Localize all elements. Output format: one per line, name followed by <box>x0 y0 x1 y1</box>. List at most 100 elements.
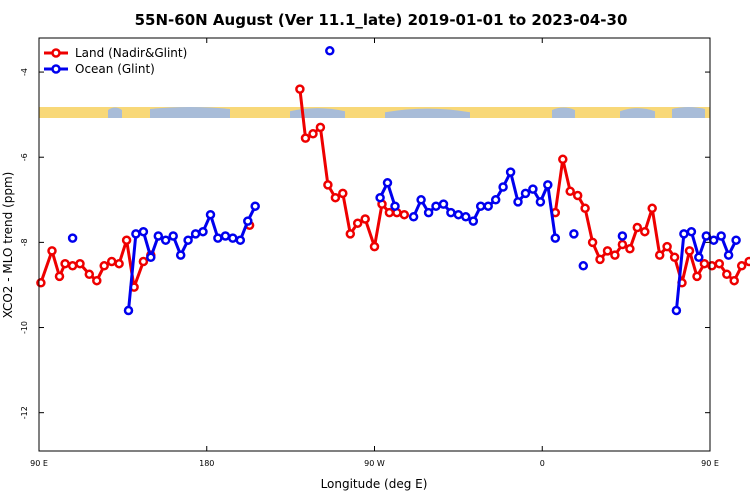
y-tick-label: -4 <box>20 68 29 76</box>
data-point <box>528 184 538 194</box>
data-point <box>315 122 326 133</box>
data-point <box>408 212 419 222</box>
data-point <box>602 246 613 256</box>
data-point <box>617 231 628 241</box>
data-point <box>123 305 134 316</box>
data-point <box>694 252 704 263</box>
data-point <box>220 231 231 241</box>
data-point <box>416 195 426 205</box>
data-point <box>75 258 85 269</box>
ocean-patch <box>620 108 655 118</box>
data-point <box>300 133 311 143</box>
data-point <box>60 258 70 269</box>
data-point <box>543 180 553 190</box>
data-point <box>382 178 393 188</box>
y-tick-label: -8 <box>20 238 29 246</box>
data-point <box>729 275 739 286</box>
legend-marker <box>51 48 61 58</box>
data-point <box>686 226 697 237</box>
data-point <box>572 190 583 201</box>
data-point <box>250 201 260 211</box>
data-point <box>67 261 78 271</box>
data-point <box>461 212 471 222</box>
data-point <box>390 201 400 211</box>
data-point <box>375 192 385 203</box>
data-point <box>520 188 531 199</box>
data-point <box>99 261 109 271</box>
data-point <box>205 209 216 220</box>
data-point <box>323 180 333 190</box>
data-point <box>325 46 335 56</box>
data-point <box>213 233 223 243</box>
data-point <box>369 241 380 252</box>
data-point <box>723 250 734 260</box>
legend-label: Land (Nadir&Glint) <box>75 46 187 60</box>
data-point <box>330 192 341 203</box>
data-point <box>468 216 479 226</box>
data-point <box>708 235 719 245</box>
legend: Land (Nadir&Glint) Ocean (Glint) <box>44 46 187 76</box>
series-layer <box>36 46 750 316</box>
data-point <box>632 222 643 233</box>
data-point <box>36 278 46 288</box>
data-point <box>131 229 141 239</box>
ocean-patch <box>108 107 122 118</box>
legend-label: Ocean (Glint) <box>75 62 155 76</box>
data-point <box>308 129 318 139</box>
data-point <box>183 235 193 245</box>
data-point <box>235 235 246 245</box>
chart-title: 55N-60N August (Ver 11.1_late) 2019-01-0… <box>135 11 628 29</box>
data-point <box>438 199 449 209</box>
data-point <box>580 203 590 214</box>
data-point <box>114 258 124 269</box>
data-point <box>617 239 628 250</box>
data-point <box>731 235 741 245</box>
data-point <box>67 233 78 243</box>
ocean-patch <box>150 107 230 118</box>
data-point <box>345 229 356 239</box>
data-point <box>640 226 650 237</box>
data-point <box>565 186 575 197</box>
data-point <box>423 207 434 218</box>
x-tick-label: 180 <box>199 459 214 468</box>
x-axis-label: Longitude (deg E) <box>321 477 428 491</box>
data-point <box>160 235 171 245</box>
ocean-patch <box>552 107 575 118</box>
ocean-patch <box>672 107 705 118</box>
x-tick-label: 90 E <box>701 459 719 468</box>
data-point <box>722 269 732 280</box>
y-axis-label: XCO2 - MLO trend (ppm) <box>1 172 15 319</box>
y-tick-label: -6 <box>20 153 29 161</box>
data-point <box>647 203 657 214</box>
data-point <box>625 244 635 254</box>
data-point <box>744 256 750 267</box>
data-point <box>360 214 370 224</box>
data-point <box>701 231 712 241</box>
data-point <box>47 246 57 256</box>
data-point <box>198 226 208 237</box>
data-point <box>684 246 695 256</box>
data-point <box>54 271 65 282</box>
data-point <box>490 195 501 205</box>
data-point <box>595 254 605 265</box>
data-point <box>84 269 95 280</box>
data-point <box>587 237 598 248</box>
data-point <box>707 261 717 271</box>
data-point <box>679 229 689 239</box>
data-point <box>550 233 561 243</box>
data-point <box>399 209 410 220</box>
data-point <box>513 197 523 207</box>
land-ocean-strip <box>39 107 710 118</box>
data-point <box>569 229 579 239</box>
data-point <box>714 258 725 269</box>
data-point <box>338 188 348 199</box>
data-point <box>153 231 164 241</box>
data-point <box>190 229 201 239</box>
data-point <box>578 261 589 271</box>
x-tick-label: 0 <box>540 459 545 468</box>
data-point <box>610 250 620 260</box>
data-point <box>92 275 102 286</box>
data-point <box>175 250 186 260</box>
data-point <box>384 207 395 218</box>
